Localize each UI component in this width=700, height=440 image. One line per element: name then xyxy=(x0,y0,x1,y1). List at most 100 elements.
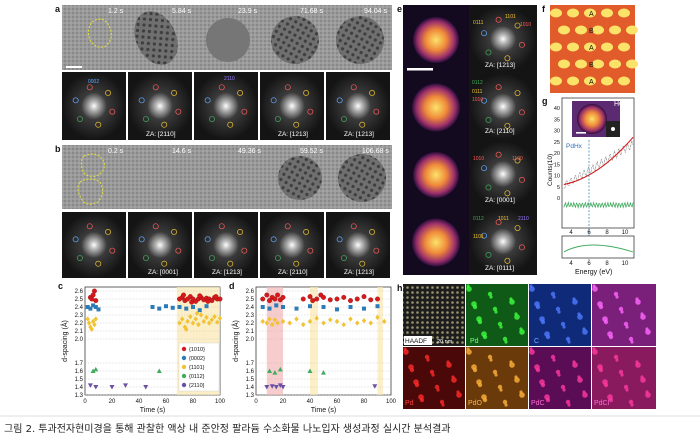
chart-d-ytick: 2.0 xyxy=(246,337,255,343)
panel-h-dot xyxy=(572,299,578,305)
panel-h-dot xyxy=(620,373,624,377)
chart-d-ylabel: d-spacing (Å) xyxy=(231,320,240,362)
panel-h-dot xyxy=(625,388,629,392)
panel-f-atom xyxy=(575,59,587,69)
chart-c-point xyxy=(189,299,195,305)
panel-e-fft-1-spot xyxy=(514,22,521,29)
panel-h-dot xyxy=(577,377,583,383)
panel-g-xtick: 8 xyxy=(605,230,609,236)
panel-h-dot xyxy=(645,329,651,335)
panel-h-dot xyxy=(487,354,493,360)
panel-a-scalebar xyxy=(66,66,82,68)
panel-a-fft-tag-1: 0002 xyxy=(88,79,99,85)
panel-b-za-2: ZA: [1213] xyxy=(212,269,242,276)
panel-g-ytick: 40 xyxy=(554,106,560,112)
panel-g-xtick-bottom: 6 xyxy=(587,261,591,267)
panel-h-dot xyxy=(456,392,462,398)
panel-h-dot xyxy=(482,334,488,340)
panel-h-dot xyxy=(615,295,619,299)
panel-b-fft-4-bg xyxy=(260,212,324,278)
panel-h: h HAADF 20 nm Pd C Pd PdO PdC PdCl xyxy=(397,283,656,409)
panel-h-dot xyxy=(540,382,546,388)
panel-h-dot xyxy=(509,362,515,368)
panel-h-label-pdcl: PdCl xyxy=(594,400,610,407)
panel-g-inset-particle xyxy=(577,104,607,134)
panel-h-dot xyxy=(489,295,493,299)
panel-b-fft-4-spot xyxy=(274,255,281,261)
panel-h-dot xyxy=(529,349,535,355)
chart-c-ytick: 1.7 xyxy=(75,361,84,367)
panel-h-dot xyxy=(472,304,478,310)
panel-e-fft-3-spot xyxy=(504,190,511,197)
panel-g-letter: g xyxy=(542,96,548,106)
panel-e-fft-2-spot xyxy=(485,117,492,123)
panel-h-dot xyxy=(535,367,541,373)
panel-g-xtick-bottom: 10 xyxy=(622,261,629,267)
panel-a-fft-4-spot xyxy=(307,108,314,115)
panel-b-fft-5-spot xyxy=(340,255,347,261)
panel-b-fft-row xyxy=(62,212,390,278)
panel-b-fft-5-spot xyxy=(359,260,366,267)
chart-c-point xyxy=(123,383,128,388)
panel-e-fft-2-spot xyxy=(518,109,525,116)
panel-f-atom xyxy=(567,8,579,18)
chart-c-point xyxy=(90,368,96,373)
panel-a-fft-1-spot xyxy=(86,84,93,91)
panel-a: a 1.2 s 5.84 s 23.9 s 71.68 s 94.04 s 00… xyxy=(55,4,392,140)
panel-h-label-bg-1 xyxy=(404,336,432,345)
panel-h-dot xyxy=(419,397,425,403)
panel-f-atom xyxy=(618,42,630,52)
panel-h-label-pd: Pd xyxy=(470,338,479,345)
chart-d-point xyxy=(321,370,326,375)
panel-h-dot xyxy=(403,349,409,355)
panel-a-fft-4-spot xyxy=(274,116,281,122)
panel-f-atom xyxy=(609,25,621,35)
panel-h-dot xyxy=(477,319,483,325)
chart-c-point xyxy=(143,385,149,390)
panel-h-dot xyxy=(625,325,629,329)
chart-c-legend-label: {0002} xyxy=(189,356,205,362)
chart-d-point xyxy=(260,296,266,302)
panel-b-fft-4-spot xyxy=(307,247,314,254)
panel-h-dot xyxy=(499,388,503,392)
chart-d-ytick: 1.3 xyxy=(246,393,255,399)
panel-a-particle-2 xyxy=(206,18,250,62)
panel-e-fft-1-spot xyxy=(481,30,488,37)
chart-c-legend-label: {2110} xyxy=(189,383,205,389)
chart-d-point xyxy=(272,296,278,302)
chart-d-point xyxy=(260,305,265,309)
panel-e-fft-1-spot xyxy=(495,16,502,23)
panel-e-spot-4: 0112 xyxy=(472,80,483,86)
panel-b-fft-5-spot xyxy=(336,236,343,243)
panel-e-fft-1-spot xyxy=(485,49,492,56)
panel-h-dot xyxy=(466,286,472,292)
chart-c-point xyxy=(88,306,93,311)
panel-h-letter: h xyxy=(397,283,403,293)
panel-h-dot xyxy=(472,367,478,373)
chart-c-point xyxy=(204,314,209,320)
panel-a-fft-3-spot xyxy=(241,108,248,115)
chart-c-point xyxy=(96,307,101,312)
panel-b-letter: b xyxy=(55,144,61,154)
panel-h-dot xyxy=(592,286,598,292)
panel-h-dot xyxy=(582,392,588,398)
panel-h-dot xyxy=(640,314,646,320)
chart-c-legend-label: {1010} xyxy=(189,347,205,353)
chart-c-legend-marker xyxy=(181,382,187,388)
chart-d-point xyxy=(300,296,306,302)
panel-a-fft-2-spot xyxy=(175,108,182,115)
panel-e-spot-3: 1010 xyxy=(520,22,531,28)
figure-caption: 그림 2. 투과전자현미경을 통해 관찰한 액상 내 준안정 팔라듐 수소화물 … xyxy=(4,422,450,435)
panel-g-ytick: 35 xyxy=(554,117,560,123)
panel-h-dot xyxy=(550,354,556,360)
panel-e-spot-8: 1100 xyxy=(512,156,523,162)
panel-h-dot xyxy=(560,321,566,327)
panel-b-fft-2-spot xyxy=(138,236,145,243)
chart-d-point xyxy=(328,317,333,323)
panel-f-atom xyxy=(550,76,562,86)
panel-h-dot xyxy=(429,369,435,375)
chart-d-xtick: 80 xyxy=(361,399,368,405)
panel-h-dot xyxy=(434,384,440,390)
chart-c-point xyxy=(164,304,168,309)
panel-a-za-1: ZA: [2110] xyxy=(146,131,176,138)
